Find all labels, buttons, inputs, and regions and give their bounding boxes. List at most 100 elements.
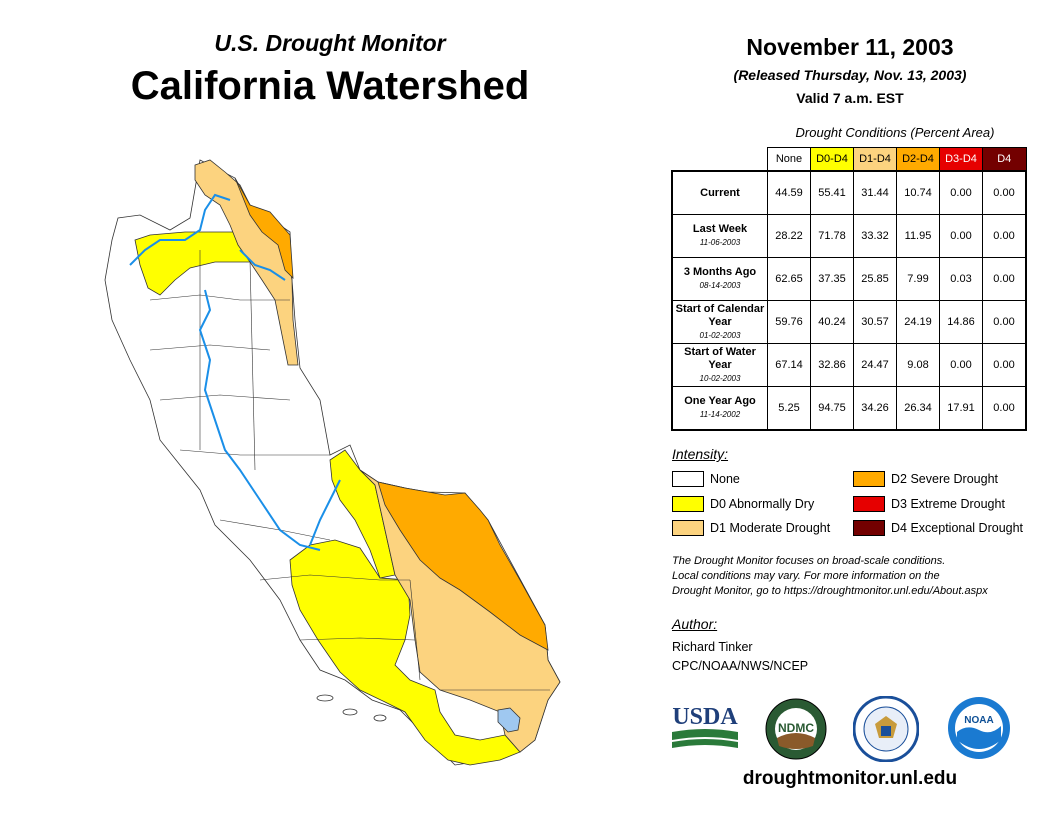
legend-label: D1 Moderate Drought (710, 521, 831, 535)
legend-item-d3: D3 Extreme Drought (853, 496, 1005, 512)
table-row: Start of Water Year 10-02-2003 67.14 32.86 2… (671, 343, 1027, 387)
table-cell: 25.85 (853, 257, 897, 301)
table-cell: 0.00 (982, 214, 1027, 258)
table-cell: 9.08 (896, 343, 940, 387)
table-cell: 0.00 (982, 343, 1027, 387)
table-cell: 32.86 (810, 343, 854, 387)
column-header: D3-D4 (939, 147, 983, 172)
salton-sea-lake (497, 707, 521, 733)
row-label-text: Start of Water Year (684, 345, 756, 371)
basin-boundary (179, 449, 330, 456)
column-header: D0-D4 (810, 147, 854, 172)
map-region-d2-east (377, 481, 549, 651)
table-cell: 0.03 (939, 257, 983, 301)
table-cell: 31.44 (853, 170, 897, 215)
table-cell: 40.24 (810, 300, 854, 344)
legend-label: D0 Abnormally Dry (710, 497, 815, 511)
river-sacramento (198, 289, 321, 551)
column-header: None (767, 147, 811, 172)
channel-island (316, 694, 334, 702)
basin-boundary (149, 294, 290, 301)
drought-conditions-table: None D0-D4 D1-D4 D2-D4 D3-D4 D4 Current 4… (671, 147, 1027, 431)
legend-swatch (853, 471, 885, 487)
column-header: D2-D4 (896, 147, 940, 172)
release-date: (Released Thursday, Nov. 13, 2003) (733, 67, 967, 83)
row-label: Start of Water Year 10-02-2003 (671, 343, 768, 387)
doc-seal-logo (853, 696, 919, 762)
basin-boundary (299, 637, 416, 641)
row-label: One Year Ago 11-14-2002 (671, 386, 768, 431)
row-label-date: 10-02-2003 (699, 373, 741, 383)
row-label: Current (671, 170, 768, 215)
channel-island (373, 714, 387, 722)
table-cell: 59.76 (767, 300, 811, 344)
table-row: Start of Calendar Year 01-02-2003 59.76 40.… (671, 300, 1027, 344)
table-cell: 44.59 (767, 170, 811, 215)
table-corner (672, 148, 768, 172)
legend-label: D2 Severe Drought (891, 472, 999, 486)
table-cell: 0.00 (982, 257, 1027, 301)
author-block: Richard Tinker CPC/NOAA/NWS/NCEP (672, 638, 808, 676)
author-org: CPC/NOAA/NWS/NCEP (672, 659, 809, 673)
row-label-text: One Year Ago (684, 395, 756, 407)
basin-boundary (159, 394, 291, 401)
row-label-text: 3 Months Ago (683, 266, 757, 278)
ndmc-logo: NDMC (765, 698, 827, 760)
note-line: Drought Monitor, go to https://droughtmo… (672, 585, 988, 597)
row-label-text: Start of Calendar Year (675, 302, 765, 328)
usda-logo: USDA (672, 704, 738, 748)
table-cell: 0.00 (982, 386, 1027, 431)
table-cell: 11.95 (896, 214, 940, 258)
row-label-text: Current (700, 186, 740, 199)
river-pit (239, 249, 286, 281)
table-cell: 5.25 (767, 386, 811, 431)
table-cell: 24.19 (896, 300, 940, 344)
usda-logo-text: USDA (672, 704, 738, 730)
row-label: Start of Calendar Year 01-02-2003 (671, 300, 768, 344)
legend-swatch (672, 471, 704, 487)
table-cell: 10.74 (896, 170, 940, 215)
channel-island (342, 708, 358, 716)
legend-item-d2: D2 Severe Drought (853, 471, 998, 487)
legend-swatch (672, 496, 704, 512)
map-subtitle: U.S. Drought Monitor (214, 30, 446, 56)
row-label-date: 01-02-2003 (699, 330, 741, 340)
table-cell: 55.41 (810, 170, 854, 215)
row-label: Last Week 11-06-2003 (671, 214, 768, 258)
note-line: The Drought Monitor focuses on broad-sca… (672, 555, 946, 567)
legend-item-none: None (672, 471, 740, 487)
noaa-logo-text: NOAA (964, 715, 993, 726)
table-cell: 30.57 (853, 300, 897, 344)
basin-boundary (149, 344, 271, 351)
disclaimer-note: The Drought Monitor focuses on broad-sca… (672, 554, 1042, 599)
legend-title: Intensity: (672, 446, 729, 462)
basin-boundary (409, 579, 421, 681)
table-cell: 0.00 (939, 170, 983, 215)
table-cell: 0.00 (982, 170, 1027, 215)
map-date: November 11, 2003 (746, 34, 954, 60)
website-link[interactable]: droughtmonitor.unl.edu (742, 768, 958, 789)
column-header: D4 (982, 147, 1027, 172)
author-name: Richard Tinker (672, 640, 753, 654)
legend-item-d1: D1 Moderate Drought (672, 520, 830, 536)
table-cell: 17.91 (939, 386, 983, 431)
note-line: Local conditions may vary. For more info… (672, 570, 940, 582)
table-cell: 7.99 (896, 257, 940, 301)
row-label-date: 11-06-2003 (699, 238, 741, 247)
table-cell: 67.14 (767, 343, 811, 387)
legend-item-d4: D4 Exceptional Drought (853, 520, 1023, 536)
table-cell: 37.35 (810, 257, 854, 301)
basin-boundary (249, 259, 256, 471)
table-row: Current 44.59 55.41 31.44 10.74 0.00 0.00 (671, 170, 1027, 215)
table-cell: 24.47 (853, 343, 897, 387)
row-label-text: Last Week (692, 223, 748, 235)
table-cell: 62.65 (767, 257, 811, 301)
table-cell: 94.75 (810, 386, 854, 431)
legend-swatch (853, 496, 885, 512)
river-san-joaquin (309, 479, 341, 546)
map-region-d2-north (234, 177, 294, 280)
table-cell: 26.34 (896, 386, 940, 431)
table-row: One Year Ago 11-14-2002 5.25 94.75 34.26 26.3… (671, 386, 1027, 431)
table-cell: 71.78 (810, 214, 854, 258)
legend-label: D4 Exceptional Drought (891, 521, 1024, 535)
